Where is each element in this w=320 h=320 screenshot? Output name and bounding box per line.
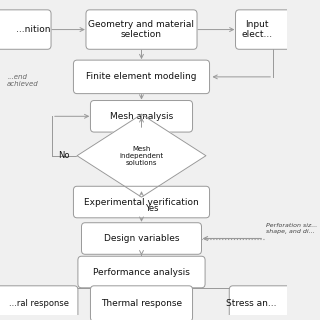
Text: Experimental verification: Experimental verification <box>84 197 199 206</box>
Text: Performance analysis: Performance analysis <box>93 268 190 276</box>
Text: Mesh
independent
solutions: Mesh independent solutions <box>119 146 164 166</box>
Text: Thermal response: Thermal response <box>101 299 182 308</box>
FancyBboxPatch shape <box>0 10 51 49</box>
Text: Input
elect...: Input elect... <box>242 20 273 39</box>
Polygon shape <box>77 114 206 197</box>
Text: Mesh analysis: Mesh analysis <box>110 112 173 121</box>
FancyBboxPatch shape <box>78 256 205 288</box>
Text: No: No <box>58 151 70 160</box>
FancyBboxPatch shape <box>82 223 202 254</box>
FancyBboxPatch shape <box>73 60 210 94</box>
FancyBboxPatch shape <box>86 10 197 49</box>
Text: ...ral response: ...ral response <box>9 299 68 308</box>
FancyBboxPatch shape <box>0 286 78 320</box>
Text: Yes: Yes <box>146 204 159 213</box>
Text: Stress an...: Stress an... <box>226 299 276 308</box>
FancyBboxPatch shape <box>236 10 311 49</box>
Text: Geometry and material
selection: Geometry and material selection <box>89 20 195 39</box>
Text: Finite element modeling: Finite element modeling <box>86 72 197 81</box>
Text: Design variables: Design variables <box>104 234 179 243</box>
Text: ...end
achieved: ...end achieved <box>7 74 39 87</box>
FancyBboxPatch shape <box>229 286 305 320</box>
FancyBboxPatch shape <box>91 100 193 132</box>
Text: Perforation siz...
shape, and di...: Perforation siz... shape, and di... <box>266 223 317 234</box>
Text: ...nition: ...nition <box>16 25 50 34</box>
FancyBboxPatch shape <box>73 186 210 218</box>
FancyBboxPatch shape <box>91 286 193 320</box>
